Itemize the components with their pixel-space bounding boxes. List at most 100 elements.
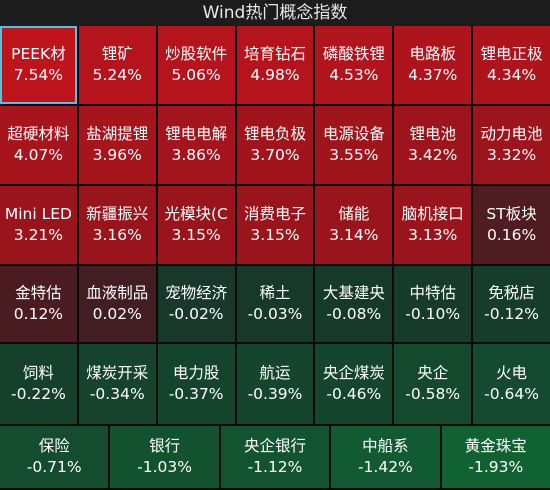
- concept-name: 中特估: [409, 284, 456, 302]
- concept-tile[interactable]: 航运 -0.39%: [236, 344, 314, 424]
- concept-tile[interactable]: 锂电电解 3.86%: [157, 106, 235, 184]
- concept-change: -1.93%: [468, 458, 524, 476]
- concept-tile[interactable]: 大基建央 -0.08%: [315, 266, 393, 342]
- concept-name: 脑机接口: [401, 205, 464, 223]
- concept-change: 5.24%: [92, 66, 142, 84]
- concept-tile[interactable]: ST板块 0.16%: [473, 186, 550, 264]
- concept-change: 4.34%: [486, 66, 537, 84]
- concept-tile[interactable]: 电路板 4.37%: [394, 26, 472, 104]
- concept-change: -0.39%: [247, 385, 303, 403]
- concept-change: 4.07%: [13, 146, 64, 164]
- concept-tile[interactable]: 锂电池 3.42%: [394, 106, 472, 184]
- concept-tile[interactable]: 中特估 -0.10%: [394, 266, 472, 342]
- concept-change: -1.42%: [357, 458, 413, 476]
- concept-tile[interactable]: 煤炭开采 -0.34%: [78, 344, 156, 424]
- concept-name: 锂电负极: [243, 125, 306, 143]
- concept-name: 中船系: [362, 437, 409, 455]
- concept-name: 锂电正极: [480, 45, 543, 63]
- concept-tile[interactable]: 脑机接口 3.13%: [394, 186, 472, 264]
- concept-name: 磷酸铁锂: [322, 45, 385, 63]
- concept-name: 锂电电解: [165, 125, 228, 143]
- concept-tile[interactable]: 光模块(C 3.15%: [157, 186, 235, 264]
- concept-name: 电源设备: [322, 125, 385, 143]
- concept-tile[interactable]: 锂电负极 3.70%: [236, 106, 314, 184]
- concept-name: 培育钻石: [243, 45, 306, 63]
- concept-tile[interactable]: 中船系 -1.42%: [331, 426, 440, 488]
- concept-tile[interactable]: 培育钻石 4.98%: [236, 26, 314, 104]
- concept-change: 3.16%: [92, 226, 142, 244]
- concept-change: 3.42%: [408, 146, 458, 164]
- concept-name: 央企: [417, 364, 449, 382]
- concept-change: -0.02%: [168, 305, 224, 323]
- concept-tile[interactable]: 储能 3.14%: [315, 186, 393, 264]
- concept-tile[interactable]: Mini LED 3.21%: [0, 186, 77, 264]
- concept-name: 血液制品: [86, 284, 149, 302]
- concept-change: -0.03%: [247, 305, 303, 323]
- concept-tile[interactable]: 黄金珠宝 -1.93%: [441, 426, 550, 488]
- concept-name: PEEK材: [11, 45, 66, 63]
- concept-name: 炒股软件: [165, 45, 228, 63]
- concept-name: 动力电池: [480, 125, 543, 143]
- concept-name: 免税店: [488, 284, 535, 302]
- concept-tile[interactable]: 火电 -0.64%: [473, 344, 550, 424]
- concept-tile[interactable]: 锂矿 5.24%: [78, 26, 156, 104]
- concept-change: 3.15%: [250, 226, 300, 244]
- concept-tile[interactable]: 央企银行 -1.12%: [220, 426, 330, 488]
- concept-tile[interactable]: 电力股 -0.37%: [157, 344, 235, 424]
- concept-change: 4.53%: [329, 66, 379, 84]
- concept-tile[interactable]: 金特估 0.12%: [0, 266, 77, 342]
- concept-change: 3.14%: [329, 226, 379, 244]
- concept-name: 宠物经济: [165, 284, 228, 302]
- concept-tile[interactable]: 银行 -1.03%: [110, 426, 219, 488]
- concept-tile[interactable]: 血液制品 0.02%: [78, 266, 156, 342]
- concept-tile[interactable]: 消费电子 3.15%: [236, 186, 314, 264]
- concept-change: 3.15%: [171, 226, 221, 244]
- concept-name: 央企银行: [243, 437, 306, 455]
- concept-name: 黄金珠宝: [464, 437, 527, 455]
- concept-tile[interactable]: 稀土 -0.03%: [236, 266, 314, 342]
- concept-tile[interactable]: 炒股软件 5.06%: [157, 26, 235, 104]
- concept-change: 3.86%: [171, 146, 221, 164]
- concept-change: -0.08%: [326, 305, 382, 323]
- concept-change: 3.96%: [92, 146, 142, 164]
- concept-name: 电力股: [172, 364, 220, 382]
- concept-tile[interactable]: 新疆振兴 3.16%: [78, 186, 156, 264]
- concept-change: 5.06%: [171, 66, 221, 84]
- concept-name: ST板块: [486, 205, 537, 223]
- heatmap-grid: PEEK材 7.54% 锂矿 5.24% 炒股软件 5.06% 培育钻石 4.98% 磷酸铁锂 4…: [0, 26, 550, 490]
- concept-tile[interactable]: 饲料 -0.22%: [0, 344, 77, 424]
- concept-name: 航运: [259, 364, 291, 382]
- concept-tile[interactable]: 锂电正极 4.34%: [473, 26, 550, 104]
- concept-tile[interactable]: 宠物经济 -0.02%: [157, 266, 235, 342]
- concept-tile[interactable]: PEEK材 7.54%: [0, 26, 77, 104]
- concept-name: Mini LED: [4, 205, 72, 223]
- concept-name: 饲料: [22, 364, 54, 382]
- concept-tile[interactable]: 免税店 -0.12%: [473, 266, 550, 342]
- concept-name: 金特估: [15, 284, 62, 302]
- concept-tile[interactable]: 磷酸铁锂 4.53%: [315, 26, 393, 104]
- concept-tile[interactable]: 电源设备 3.55%: [315, 106, 393, 184]
- concept-tile[interactable]: 央企 -0.58%: [394, 344, 472, 424]
- concept-change: -0.64%: [484, 385, 539, 403]
- concept-name: 盐湖提锂: [86, 125, 149, 143]
- concept-name: 超硬材料: [7, 125, 70, 143]
- concept-name: 电路板: [409, 45, 456, 63]
- concept-name: 大基建央: [322, 284, 385, 302]
- concept-name: 消费电子: [243, 205, 306, 223]
- concept-tile[interactable]: 盐湖提锂 3.96%: [78, 106, 156, 184]
- concept-change: 0.12%: [13, 305, 64, 323]
- concept-change: -1.12%: [247, 458, 303, 476]
- page-title: Wind热门概念指数: [0, 0, 550, 26]
- concept-change: -0.34%: [89, 385, 145, 403]
- concept-tile[interactable]: 动力电池 3.32%: [473, 106, 550, 184]
- concept-change: 3.32%: [486, 146, 537, 164]
- concept-tile[interactable]: 保险 -0.71%: [0, 426, 109, 488]
- concept-tile[interactable]: 央企煤炭 -0.46%: [315, 344, 393, 424]
- concept-name: 光模块(C: [164, 205, 228, 223]
- concept-name: 储能: [338, 205, 370, 223]
- concept-change: 4.98%: [250, 66, 300, 84]
- concept-tile[interactable]: 超硬材料 4.07%: [0, 106, 77, 184]
- concept-change: 3.21%: [13, 226, 64, 244]
- concept-name: 煤炭开采: [86, 364, 149, 382]
- concept-name: 火电: [496, 364, 528, 382]
